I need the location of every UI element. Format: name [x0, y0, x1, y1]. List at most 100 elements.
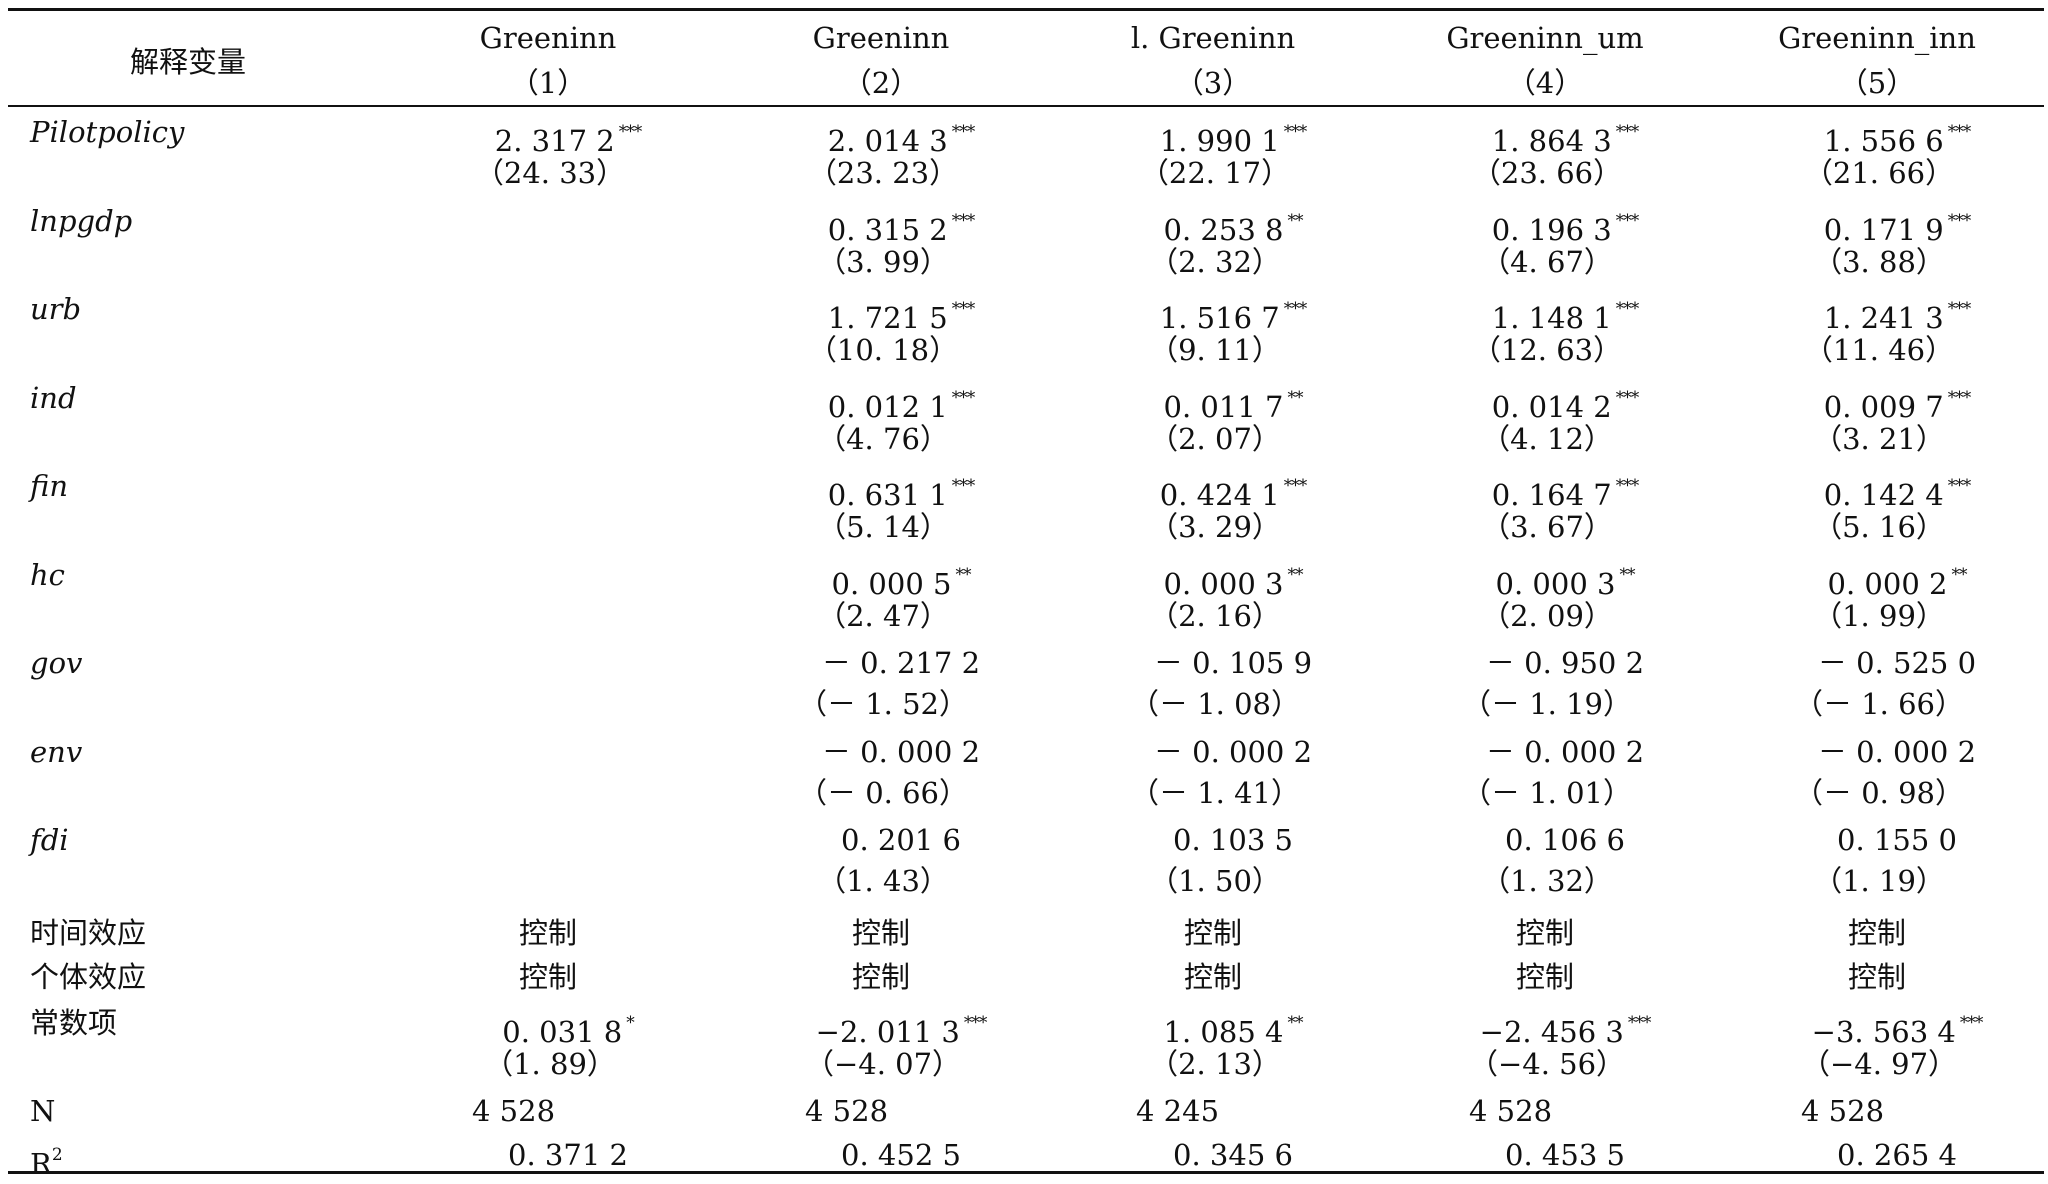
coefficient-value: 1. 148 1 — [1491, 301, 1612, 335]
row-label-fdi: fdi — [30, 823, 69, 857]
coefficient-value: － 0. 000 2 — [821, 734, 981, 769]
t-statistic: （12. 63） — [1471, 333, 1623, 367]
significance-stars: *** — [1283, 299, 1307, 319]
t-statistic: （9. 11） — [1149, 333, 1281, 367]
coefficient-value: 1. 241 3 — [1823, 301, 1944, 335]
t-statistic: （－ 1. 41） — [1129, 775, 1301, 810]
t-statistic: （−4. 07） — [804, 1047, 962, 1081]
row-label-n: N — [30, 1094, 56, 1128]
coef-hc-2: 0. 000 5 ** — [831, 557, 972, 602]
column-header-num-3: （3） — [1174, 66, 1252, 100]
coefficient-value: 1. 864 3 — [1491, 124, 1612, 158]
coef-pilotpolicy-3: 1. 990 1 *** — [1159, 114, 1307, 159]
significance-stars: ** — [1619, 564, 1635, 585]
coef-constant-3: 1. 085 4 ** — [1163, 1005, 1304, 1050]
t-statistic: （－ 1. 66） — [1793, 687, 1965, 721]
significance-stars: ** — [1287, 564, 1303, 585]
t-statistic: （2. 09） — [1481, 598, 1613, 633]
coef-constant-2: −2. 011 3 *** — [816, 1005, 988, 1050]
coef-ind-5: 0. 009 7 *** — [1823, 380, 1971, 425]
coef-urb-4: 1. 148 1 *** — [1491, 291, 1639, 336]
r2-value-1: 0. 371 2 — [508, 1138, 628, 1172]
coef-hc-3: 0. 000 3 ** — [1164, 557, 1304, 602]
n-value-2: 4 528 — [805, 1094, 889, 1128]
coef-env-2: － 0. 000 2 — [822, 734, 980, 770]
row-label-lnpgdp: lnpgdp — [30, 203, 133, 238]
significance-stars: *** — [1615, 387, 1639, 408]
r2-value-4: 0. 453 5 — [1505, 1138, 1625, 1172]
t-statistic: （－ 1. 01） — [1461, 775, 1633, 810]
coef-fdi-5: 0. 155 0 — [1837, 822, 1957, 858]
coefficient-value: 1. 990 1 — [1159, 124, 1280, 158]
row-label-env: env — [30, 734, 83, 769]
header-row-label: 解释变量 — [130, 45, 247, 79]
r2-value-3: 0. 345 6 — [1173, 1138, 1293, 1172]
column-header-num-1: （1） — [509, 66, 587, 100]
n-value-3: 4 245 — [1136, 1094, 1220, 1128]
significance-stars: ** — [1287, 1013, 1303, 1033]
r2-label-text: R — [30, 1147, 52, 1181]
coefficient-value: 1. 721 5 — [827, 301, 948, 335]
coef-fdi-3: 0. 103 5 — [1173, 822, 1293, 858]
coef-gov-2: － 0. 217 2 — [822, 645, 980, 681]
significance-stars: *** — [1615, 299, 1639, 319]
t-statistic: （3. 21） — [1813, 421, 1945, 456]
significance-stars: *** — [1283, 476, 1307, 496]
coefficient-value: 0. 155 0 — [1837, 823, 1957, 857]
coefficient-value: 0. 011 7 — [1163, 389, 1284, 424]
coefficient-value: 0. 106 6 — [1505, 823, 1625, 857]
coef-pilotpolicy-1: 2. 317 2 *** — [494, 114, 642, 159]
t-statistic: （2. 13） — [1149, 1047, 1281, 1081]
significance-stars: *** — [951, 387, 975, 408]
r2-label-superscript: 2 — [51, 1145, 63, 1165]
significance-stars: *** — [963, 1013, 987, 1033]
coefficient-value: 0. 171 9 — [1823, 212, 1944, 247]
coefficient-value: 0. 000 5 — [831, 566, 952, 601]
significance-stars: * — [626, 1013, 634, 1033]
coefficient-value: 0. 009 7 — [1823, 389, 1944, 424]
column-header-dep-3: l. Greeninn — [1130, 21, 1296, 55]
bottom-rule — [8, 1171, 2044, 1174]
t-statistic: （4. 76） — [817, 421, 949, 456]
t-statistic: （22. 17） — [1139, 156, 1291, 190]
coefficient-value: 2. 317 2 — [494, 124, 615, 158]
significance-stars: *** — [1947, 476, 1971, 496]
row-label-constant: 常数项 — [30, 1006, 118, 1040]
coef-urb-3: 1. 516 7 *** — [1160, 291, 1307, 336]
coefficient-value: 0. 253 8 — [1163, 212, 1284, 247]
significance-stars: *** — [1947, 210, 1971, 231]
t-statistic: （10. 18） — [807, 333, 959, 367]
significance-stars: *** — [1615, 476, 1639, 496]
significance-stars: *** — [1959, 1013, 1983, 1033]
column-header-dep-2: Greeninn — [812, 21, 950, 55]
t-statistic: （2. 47） — [817, 598, 949, 633]
t-statistic: （2. 07） — [1149, 421, 1281, 456]
coef-fin-3: 0. 424 1 *** — [1160, 468, 1307, 513]
effect-value-1-2: 控制 — [851, 916, 911, 950]
t-statistic: （1. 89） — [484, 1047, 616, 1081]
coef-gov-5: － 0. 525 0 — [1818, 645, 1976, 681]
coef-hc-5: 0. 000 2 ** — [1828, 557, 1968, 602]
t-statistic: （1. 99） — [1813, 598, 1945, 633]
top-rule — [8, 8, 2044, 11]
significance-stars: *** — [1627, 1013, 1651, 1033]
coefficient-value: 1. 085 4 — [1163, 1015, 1284, 1049]
n-value-5: 4 528 — [1801, 1094, 1885, 1128]
t-statistic: （−4. 97） — [1800, 1047, 1958, 1081]
row-label-ind: ind — [30, 380, 77, 415]
t-statistic: （5. 14） — [817, 510, 949, 544]
r2-value-5: 0. 265 4 — [1837, 1138, 1957, 1172]
coef-constant-1: 0. 031 8 * — [502, 1005, 634, 1050]
coefficient-value: 0. 142 4 — [1823, 478, 1944, 512]
coefficient-value: 1. 556 6 — [1823, 124, 1944, 158]
significance-stars: *** — [951, 122, 975, 142]
t-statistic: （－ 1. 52） — [797, 687, 969, 721]
significance-stars: *** — [951, 476, 975, 496]
t-statistic: （2. 32） — [1149, 244, 1281, 279]
coef-urb-5: 1. 241 3 *** — [1823, 291, 1971, 336]
t-statistic: （4. 67） — [1481, 244, 1613, 279]
t-statistic: （－ 1. 08） — [1129, 687, 1301, 721]
coef-pilotpolicy-4: 1. 864 3 *** — [1491, 114, 1639, 159]
coef-ind-4: 0. 014 2 *** — [1492, 380, 1639, 425]
column-header-dep-4: Greeninn_um — [1446, 21, 1644, 55]
